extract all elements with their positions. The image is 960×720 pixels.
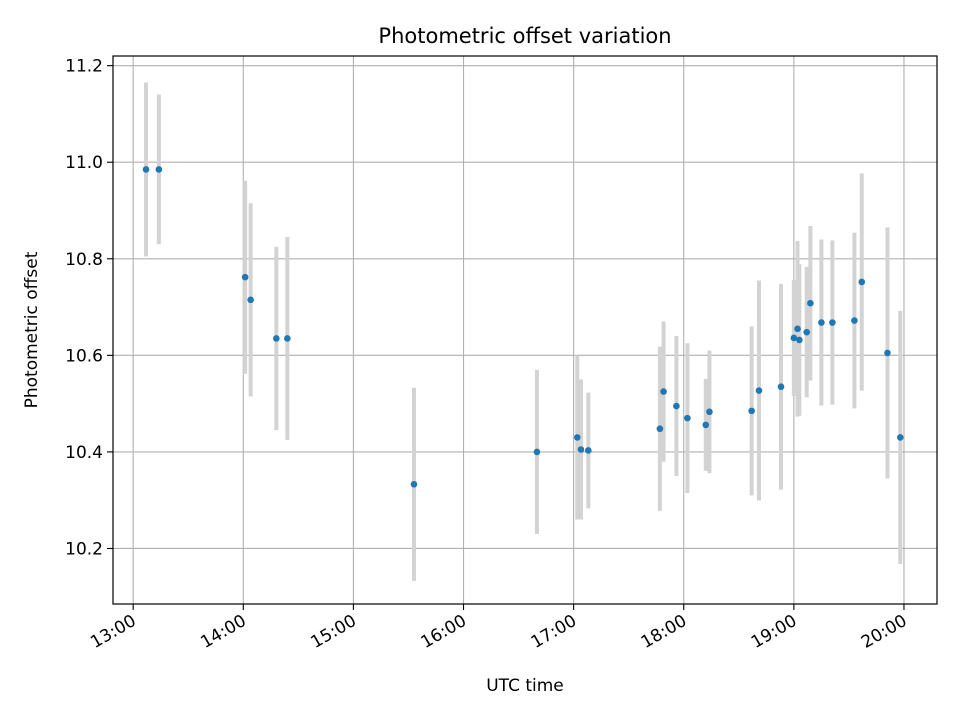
y-axis-ticks: 10.2 10.4 10.6 10.8 11.0 11.2 — [65, 57, 113, 559]
data-point — [818, 319, 825, 326]
y-tick-label: 10.6 — [65, 346, 103, 366]
data-point — [796, 336, 803, 344]
data-point — [574, 434, 581, 441]
data-point — [142, 166, 150, 173]
data-point — [706, 408, 713, 416]
data-point — [410, 480, 418, 488]
data-point — [790, 334, 798, 342]
data-point — [803, 328, 811, 336]
data-point — [660, 388, 667, 395]
y-axis-label: Photometric offset — [22, 251, 42, 408]
data-point — [577, 446, 585, 453]
data-point — [673, 402, 680, 410]
y-tick-label: 11.0 — [65, 153, 103, 173]
data-point — [829, 319, 836, 326]
y-tick-label: 10.8 — [65, 250, 103, 270]
data-point — [794, 325, 801, 333]
data-point — [155, 166, 163, 173]
x-axis-label: UTC time — [486, 676, 564, 696]
data-point — [777, 383, 785, 391]
data-point — [858, 278, 866, 286]
data-point — [755, 387, 763, 394]
y-tick-label: 10.4 — [65, 443, 103, 463]
data-point — [533, 448, 541, 456]
data-point — [247, 296, 254, 304]
data-point — [807, 299, 814, 307]
data-point — [684, 414, 691, 422]
data-point — [896, 434, 904, 441]
y-tick-label: 10.2 — [65, 539, 103, 559]
data-point — [284, 335, 291, 342]
plot-area-frame — [112, 55, 938, 605]
y-tick-label: 11.2 — [65, 57, 103, 77]
data-points — [142, 166, 904, 488]
data-point — [702, 421, 710, 429]
data-point — [241, 273, 249, 281]
data-point — [585, 447, 592, 454]
data-point — [851, 317, 858, 324]
data-point — [656, 425, 664, 433]
data-point — [884, 349, 891, 357]
data-point — [748, 407, 755, 415]
data-point — [273, 335, 280, 342]
chart-title: Photometric offset variation — [378, 24, 671, 48]
